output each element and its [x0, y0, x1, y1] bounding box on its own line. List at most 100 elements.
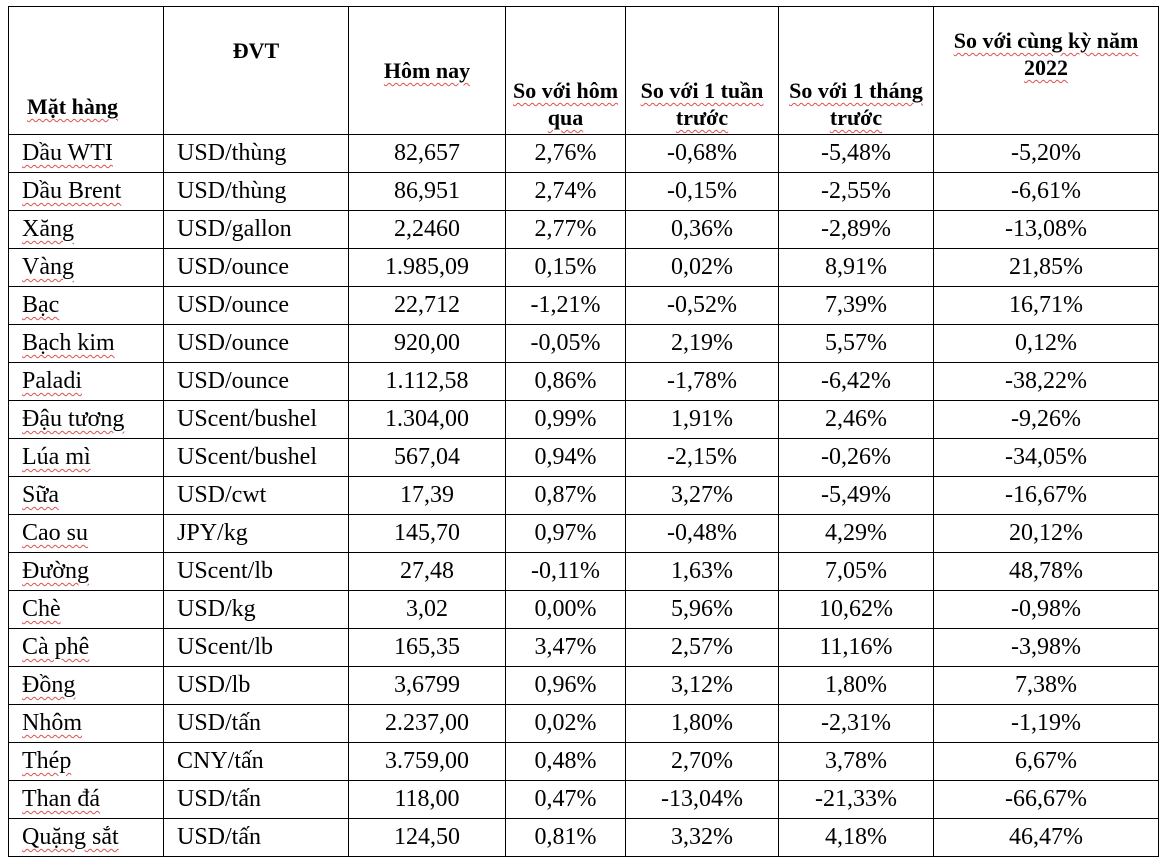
cell-vs-month: -5,49% [778, 476, 934, 515]
table-row: Dầu Brent USD/thùng 86,951 2,74% -0,15% -2,55… [8, 172, 1159, 211]
cell-vs-yesterday: -1,21% [505, 286, 626, 325]
cell-vs-year: 16,71% [933, 286, 1159, 325]
cell-unit: USD/gallon [163, 210, 349, 249]
cell-vs-week: 5,96% [625, 590, 779, 629]
cell-vs-year: -13,08% [933, 210, 1159, 249]
table-row: Thép CNY/tấn 3.759,00 0,48% 2,70% 3,78% 6,67% [8, 742, 1159, 781]
table-row: Bạc USD/ounce 22,712 -1,21% -0,52% 7,39% 16,71… [8, 286, 1159, 325]
cell-vs-week: 3,32% [625, 818, 779, 857]
cell-item: Sữa [8, 476, 164, 515]
cell-today: 27,48 [348, 552, 506, 591]
cell-item: Cà phê [8, 628, 164, 667]
table-row: Cao su JPY/kg 145,70 0,97% -0,48% 4,29% 20,12% [8, 514, 1159, 553]
cell-vs-week: -0,48% [625, 514, 779, 553]
cell-vs-month: 8,91% [778, 248, 934, 287]
cell-item: Đậu tương [8, 400, 164, 439]
cell-vs-week: 2,57% [625, 628, 779, 667]
cell-vs-month: 2,46% [778, 400, 934, 439]
table-row: Than đá USD/tấn 118,00 0,47% -13,04% -21,33% -… [8, 780, 1159, 819]
cell-vs-week: 2,19% [625, 324, 779, 363]
cell-vs-yesterday: 0,87% [505, 476, 626, 515]
header-item: Mặt hàng [8, 6, 164, 135]
cell-vs-yesterday: 0,97% [505, 514, 626, 553]
cell-vs-year: -38,22% [933, 362, 1159, 401]
cell-today: 124,50 [348, 818, 506, 857]
table-row: Lúa mì UScent/bushel 567,04 0,94% -2,15% -0,2… [8, 438, 1159, 477]
cell-today: 22,712 [348, 286, 506, 325]
cell-vs-yesterday: 0,81% [505, 818, 626, 857]
cell-vs-yesterday: 0,99% [505, 400, 626, 439]
cell-vs-year: -6,61% [933, 172, 1159, 211]
table-row: Đậu tương UScent/bushel 1.304,00 0,99% 1,91%… [8, 400, 1159, 439]
cell-today: 1.112,58 [348, 362, 506, 401]
cell-vs-month: 10,62% [778, 590, 934, 629]
cell-vs-week: -13,04% [625, 780, 779, 819]
cell-item: Lúa mì [8, 438, 164, 477]
table-header: Mặt hàng ĐVT Hôm nay So với hôm qua So v… [8, 6, 1159, 135]
table-row: Paladi USD/ounce 1.112,58 0,86% -1,78% -6,42%… [8, 362, 1159, 401]
cell-vs-year: -1,19% [933, 704, 1159, 743]
cell-vs-year: -0,98% [933, 590, 1159, 629]
cell-vs-year: -5,20% [933, 134, 1159, 173]
cell-vs-year: 20,12% [933, 514, 1159, 553]
cell-today: 82,657 [348, 134, 506, 173]
header-vs-yesterday: So với hôm qua [505, 6, 626, 135]
cell-vs-week: 1,80% [625, 704, 779, 743]
cell-today: 118,00 [348, 780, 506, 819]
cell-vs-year: -9,26% [933, 400, 1159, 439]
cell-unit: USD/ounce [163, 324, 349, 363]
cell-today: 2.237,00 [348, 704, 506, 743]
cell-item: Bạch kim [8, 324, 164, 363]
cell-vs-week: -1,78% [625, 362, 779, 401]
cell-item: Bạc [8, 286, 164, 325]
cell-item: Paladi [8, 362, 164, 401]
cell-vs-week: 3,12% [625, 666, 779, 705]
cell-vs-week: 2,70% [625, 742, 779, 781]
header-vs-year: So với cùng kỳ năm 2022 [933, 6, 1159, 135]
cell-vs-year: 6,67% [933, 742, 1159, 781]
cell-vs-yesterday: 0,15% [505, 248, 626, 287]
cell-item: Nhôm [8, 704, 164, 743]
cell-vs-yesterday: 3,47% [505, 628, 626, 667]
table-row: Vàng USD/ounce 1.985,09 0,15% 0,02% 8,91% 21,8… [8, 248, 1159, 287]
commodity-price-table: Mặt hàng ĐVT Hôm nay So với hôm qua So v… [8, 6, 1159, 857]
cell-item: Quặng sắt [8, 818, 164, 857]
cell-vs-month: -21,33% [778, 780, 934, 819]
cell-vs-yesterday: 0,00% [505, 590, 626, 629]
cell-item: Đường [8, 552, 164, 591]
header-vs-week: So với 1 tuần trước [625, 6, 779, 135]
cell-vs-month: 7,05% [778, 552, 934, 591]
cell-vs-yesterday: 0,96% [505, 666, 626, 705]
cell-vs-yesterday: -0,05% [505, 324, 626, 363]
table-body: Dầu WTI USD/thùng 82,657 2,76% -0,68% -5,48% -… [8, 134, 1159, 857]
cell-vs-month: 4,29% [778, 514, 934, 553]
cell-vs-week: 1,63% [625, 552, 779, 591]
cell-vs-yesterday: 2,74% [505, 172, 626, 211]
cell-vs-week: -2,15% [625, 438, 779, 477]
cell-vs-yesterday: 0,02% [505, 704, 626, 743]
cell-item: Cao su [8, 514, 164, 553]
cell-today: 17,39 [348, 476, 506, 515]
cell-vs-year: 7,38% [933, 666, 1159, 705]
cell-vs-week: 0,02% [625, 248, 779, 287]
table-row: Bạch kim USD/ounce 920,00 -0,05% 2,19% 5,57% 0… [8, 324, 1159, 363]
cell-vs-month: -2,31% [778, 704, 934, 743]
table-row: Sữa USD/cwt 17,39 0,87% 3,27% -5,49% -16,67% [8, 476, 1159, 515]
cell-unit: USD/ounce [163, 286, 349, 325]
cell-unit: UScent/bushel [163, 438, 349, 477]
table-row: Dầu WTI USD/thùng 82,657 2,76% -0,68% -5,48% -… [8, 134, 1159, 173]
cell-item: Chè [8, 590, 164, 629]
header-vs-month: So với 1 tháng trước [778, 6, 934, 135]
cell-today: 2,2460 [348, 210, 506, 249]
cell-vs-yesterday: 0,94% [505, 438, 626, 477]
cell-item: Thép [8, 742, 164, 781]
cell-today: 3,02 [348, 590, 506, 629]
header-unit: ĐVT [163, 6, 349, 135]
cell-unit: USD/tấn [163, 780, 349, 819]
cell-vs-week: -0,52% [625, 286, 779, 325]
table-row: Đường UScent/lb 27,48 -0,11% 1,63% 7,05% 48,78… [8, 552, 1159, 591]
cell-today: 3,6799 [348, 666, 506, 705]
cell-vs-week: -0,68% [625, 134, 779, 173]
cell-today: 165,35 [348, 628, 506, 667]
cell-vs-month: 1,80% [778, 666, 934, 705]
